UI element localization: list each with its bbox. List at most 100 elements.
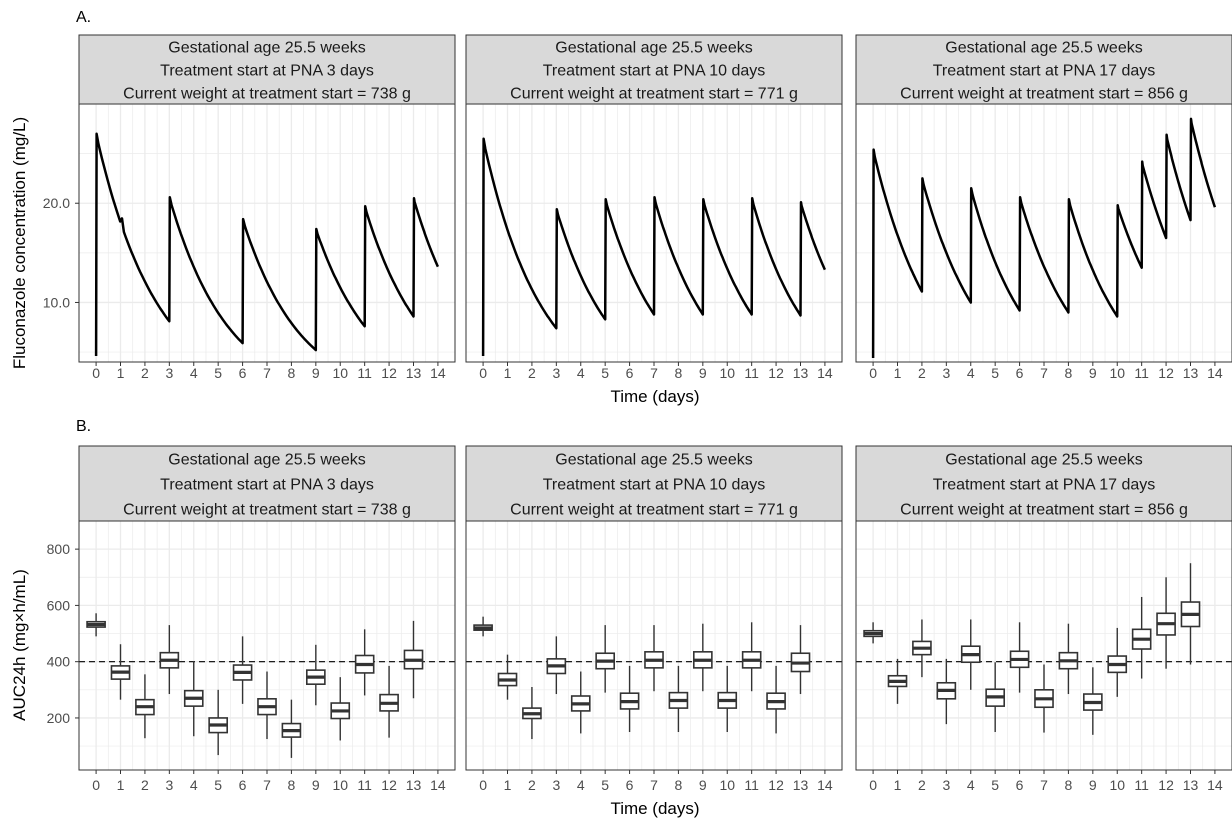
panel-b-facet-3-x-tick-label: 12 bbox=[1158, 777, 1174, 793]
panel-b-facet-3-box-day-10 bbox=[1107, 627, 1128, 697]
panel-a-facet-3-x-tick-label: 6 bbox=[1016, 365, 1024, 381]
panel-b-facet-1-box-day-1 bbox=[110, 644, 131, 700]
panel-b-x-axis-label: Time (days) bbox=[610, 799, 699, 818]
panel-b-facet-1-x-tick-label: 9 bbox=[312, 777, 320, 793]
panel-a-facet-1-x-tick-label: 6 bbox=[239, 365, 247, 381]
panel-b-strip-1-line-3: Current weight at treatment start = 738 … bbox=[123, 502, 411, 519]
panel-a-strip-3 bbox=[855, 34, 1232, 105]
panel-b-facet-2-box-day-8 bbox=[668, 665, 689, 733]
panel-b-tag: B. bbox=[76, 418, 91, 435]
panel-b-facet-2-box-day-6 bbox=[619, 665, 640, 733]
panel-a-strip-2 bbox=[465, 34, 843, 105]
panel-b-facet-3-x-tick-label: 3 bbox=[942, 777, 950, 793]
panel-b-strip-1-line-2: Treatment start at PNA 3 days bbox=[160, 477, 374, 494]
panel-a-strip-3-line-1: Gestational age 25.5 weeks bbox=[945, 40, 1142, 57]
panel-a-facet-2-x-tick-label: 2 bbox=[528, 365, 536, 381]
panel-a-facet-2-x-tick-label: 8 bbox=[675, 365, 683, 381]
panel-b-y-tick-label: 800 bbox=[47, 541, 71, 557]
panel-b-facet-2-box-day-0 bbox=[473, 616, 493, 637]
panel-b-facet-1-x-tick-label: 14 bbox=[430, 777, 446, 793]
panel-a-facet-2-border bbox=[465, 103, 843, 363]
panel-b-facet-2-box-day-3 bbox=[546, 636, 567, 695]
panel-b-facet-1-x-tick-label: 7 bbox=[263, 777, 271, 793]
panel-b-strip-2-line-2: Treatment start at PNA 10 days bbox=[543, 477, 766, 494]
panel-b-facet-1-x-tick-label: 2 bbox=[141, 777, 149, 793]
panel-b-facet-3-x-tick-label: 10 bbox=[1109, 777, 1125, 793]
panel-b-facet-1-x-tick-label: 0 bbox=[92, 777, 100, 793]
panel-a-y-axis-label: Fluconazole concentration (mg/L) bbox=[10, 117, 29, 369]
panel-b-facet-2-box-day-1 bbox=[497, 654, 518, 700]
panel-a-facet-2-x-tick-label: 14 bbox=[817, 365, 833, 381]
panel-b-facet-1-box-day-10 bbox=[330, 677, 351, 741]
panel-a-strip-1 bbox=[78, 34, 456, 105]
panel-a-facet-3-x-tick-label: 14 bbox=[1207, 365, 1223, 381]
panel-a-facet-3-x-tick-label: 7 bbox=[1040, 365, 1048, 381]
panel-b-facet-2-box-day-7 bbox=[644, 625, 664, 692]
panel-b-facet-3-x-tick-label: 9 bbox=[1089, 777, 1097, 793]
panel-b-facet-3-box-day-6 bbox=[1009, 622, 1030, 693]
panel-b-facet-2-x-tick-label: 4 bbox=[577, 777, 585, 793]
panel-a-facet-2-x-tick-label: 3 bbox=[552, 365, 560, 381]
panel-b-facet-1-box-day-4 bbox=[183, 661, 204, 737]
panel-a-facet-1-x-tick-label: 12 bbox=[381, 365, 397, 381]
panel-b-facet-3-x-tick-label: 11 bbox=[1134, 777, 1149, 793]
panel-a-facet-1-x-tick-label: 11 bbox=[357, 365, 372, 381]
panel-a-y-tick-label: 10.0 bbox=[43, 294, 70, 310]
panel-b-facet-1-x-tick-label: 10 bbox=[332, 777, 348, 793]
panel-b-facet-2-x-tick-label: 12 bbox=[768, 777, 784, 793]
panel-b-facet-1-box-day-8 bbox=[281, 699, 302, 758]
panel-a-facet-2-x-tick-label: 1 bbox=[504, 365, 512, 381]
panel-b-strip-3-line-3: Current weight at treatment start = 856 … bbox=[900, 502, 1188, 519]
panel-b-strip-3 bbox=[855, 445, 1232, 522]
panel-a-facet-1-x-tick-label: 8 bbox=[288, 365, 296, 381]
panel-b-facet-3-box-day-5 bbox=[985, 662, 1006, 733]
panel-b-facet-3-x-tick-label: 8 bbox=[1065, 777, 1073, 793]
panel-a-facet-2-x-tick-label: 10 bbox=[719, 365, 735, 381]
panel-b-facet-1-border bbox=[78, 520, 456, 771]
panel-b-facet-1-x-tick-label: 3 bbox=[165, 777, 173, 793]
panel-b-facet-1-box-day-0 bbox=[86, 613, 106, 637]
panel-b-facet-3-x-tick-label: 5 bbox=[991, 777, 999, 793]
panel-b-facet-1-box-day-11 bbox=[354, 629, 375, 696]
panel-a-strip-1-line-2: Treatment start at PNA 3 days bbox=[160, 63, 374, 80]
panel-a-facet-1-x-tick-label: 7 bbox=[263, 365, 271, 381]
panel-b-facet-1-x-tick-label: 11 bbox=[357, 777, 372, 793]
panel-a-strip-3-line-2: Treatment start at PNA 17 days bbox=[933, 63, 1156, 80]
panel-a-facet-2-concentration-line bbox=[481, 137, 827, 357]
panel-b-strip-1 bbox=[78, 445, 456, 522]
panel-b-facet-3-box-day-13 bbox=[1180, 563, 1201, 665]
panel-a-x-axis-label: Time (days) bbox=[610, 387, 699, 406]
panel-a-facet-3-x-tick-label: 3 bbox=[942, 365, 950, 381]
panel-a-strip-2-line-2: Treatment start at PNA 10 days bbox=[543, 63, 766, 80]
panel-b-facet-3-x-tick-label: 6 bbox=[1016, 777, 1024, 793]
panel-b-facet-3-border bbox=[855, 520, 1232, 771]
panel-a-strip-2-line-3: Current weight at treatment start = 771 … bbox=[510, 86, 798, 103]
panel-b-facet-2-x-tick-label: 8 bbox=[675, 777, 683, 793]
panel-a-facet-1-x-tick-label: 14 bbox=[430, 365, 446, 381]
panel-b-facet-3-x-tick-label: 4 bbox=[967, 777, 975, 793]
plot-area: Gestational age 25.5 weeks Treatment star… bbox=[43, 34, 1232, 793]
panel-a-strip-1-line-1: Gestational age 25.5 weeks bbox=[168, 40, 365, 57]
panel-a-facet-1-x-tick-label: 2 bbox=[141, 365, 149, 381]
panel-b-facet-1-box-day-9 bbox=[305, 644, 326, 706]
panel-a-facet-3-x-tick-label: 2 bbox=[918, 365, 926, 381]
panel-a-facet-1-x-tick-label: 1 bbox=[117, 365, 125, 381]
panel-b-facet-1-box-day-3 bbox=[159, 625, 180, 695]
panel-b-facet-1-x-tick-label: 12 bbox=[381, 777, 397, 793]
panel-b-strip-3-line-1: Gestational age 25.5 weeks bbox=[945, 452, 1142, 469]
panel-b-facet-2-box-day-5 bbox=[595, 625, 616, 693]
panel-a-facet-2-x-tick-label: 12 bbox=[768, 365, 784, 381]
panel-a-strip-3-line-3: Current weight at treatment start = 856 … bbox=[900, 86, 1188, 103]
panel-b-facet-2-x-tick-label: 0 bbox=[479, 777, 487, 793]
panel-a-facet-1-x-tick-label: 3 bbox=[165, 365, 173, 381]
panel-a-facet-1-x-tick-label: 4 bbox=[190, 365, 198, 381]
panel-b-facet-2-x-tick-label: 13 bbox=[793, 777, 809, 793]
panel-a-facet-3-x-tick-label: 4 bbox=[967, 365, 975, 381]
panel-a-facet-1-x-tick-label: 13 bbox=[406, 365, 422, 381]
panel-b-y-tick-label: 200 bbox=[47, 710, 71, 726]
panel-b-facet-3-box-day-9 bbox=[1082, 667, 1103, 735]
panel-a-facet-3-x-tick-label: 8 bbox=[1065, 365, 1073, 381]
panel-a-facet-2-x-tick-label: 11 bbox=[744, 365, 759, 381]
panel-a-facet-3-x-tick-label: 5 bbox=[991, 365, 999, 381]
panel-a-strip-1-line-3: Current weight at treatment start = 738 … bbox=[123, 86, 411, 103]
